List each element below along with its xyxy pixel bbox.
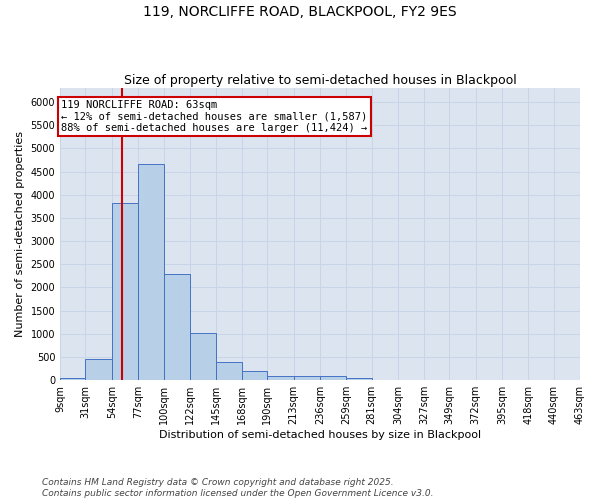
- Bar: [346, 378, 371, 380]
- Text: Contains HM Land Registry data © Crown copyright and database right 2025.
Contai: Contains HM Land Registry data © Crown c…: [42, 478, 433, 498]
- Bar: [164, 274, 190, 380]
- Bar: [138, 164, 164, 380]
- Bar: [190, 334, 216, 380]
- Bar: [268, 376, 294, 380]
- Bar: [60, 378, 85, 380]
- Bar: [242, 371, 268, 380]
- Bar: [216, 362, 242, 380]
- Bar: [85, 360, 112, 380]
- Bar: [112, 203, 138, 380]
- Text: 119 NORCLIFFE ROAD: 63sqm
← 12% of semi-detached houses are smaller (1,587)
88% : 119 NORCLIFFE ROAD: 63sqm ← 12% of semi-…: [61, 100, 368, 133]
- Bar: [320, 376, 346, 380]
- Title: Size of property relative to semi-detached houses in Blackpool: Size of property relative to semi-detach…: [124, 74, 517, 87]
- Bar: [294, 376, 320, 380]
- X-axis label: Distribution of semi-detached houses by size in Blackpool: Distribution of semi-detached houses by …: [159, 430, 481, 440]
- Text: 119, NORCLIFFE ROAD, BLACKPOOL, FY2 9ES: 119, NORCLIFFE ROAD, BLACKPOOL, FY2 9ES: [143, 5, 457, 19]
- Y-axis label: Number of semi-detached properties: Number of semi-detached properties: [15, 131, 25, 337]
